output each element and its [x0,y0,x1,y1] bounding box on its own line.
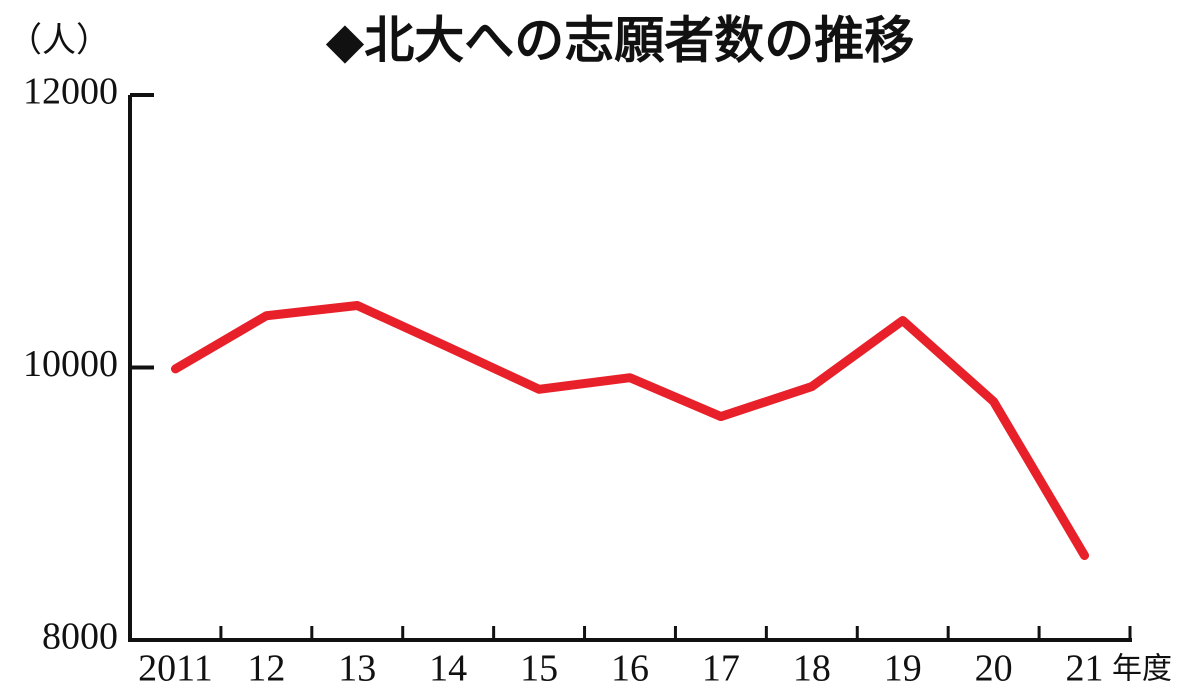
y-tick-label: 12000 [23,71,118,113]
y-unit-label: （人） [8,21,110,61]
x-tick-label: 19 [884,648,922,690]
x-tick-label: 12 [247,648,285,690]
x-tick-label: 15 [520,648,558,690]
x-tick-label: 14 [429,648,467,690]
y-tick-label: 10000 [23,343,118,385]
x-tick-label: 16 [611,648,649,690]
x-tick-label: 13 [338,648,376,690]
y-tick-label: 8000 [42,616,118,658]
x-tick-label: 18 [793,648,831,690]
x-tick-label: 17 [702,648,740,690]
x-tick-label: 21 [1066,648,1104,690]
line-series [170,301,1090,561]
x-tick-label: 2011 [138,648,213,690]
chart-title: ◆北大への志願者数の推移 [326,12,914,70]
x-axis-label: 年度 [1112,652,1172,687]
x-tick-label: 20 [975,648,1013,690]
